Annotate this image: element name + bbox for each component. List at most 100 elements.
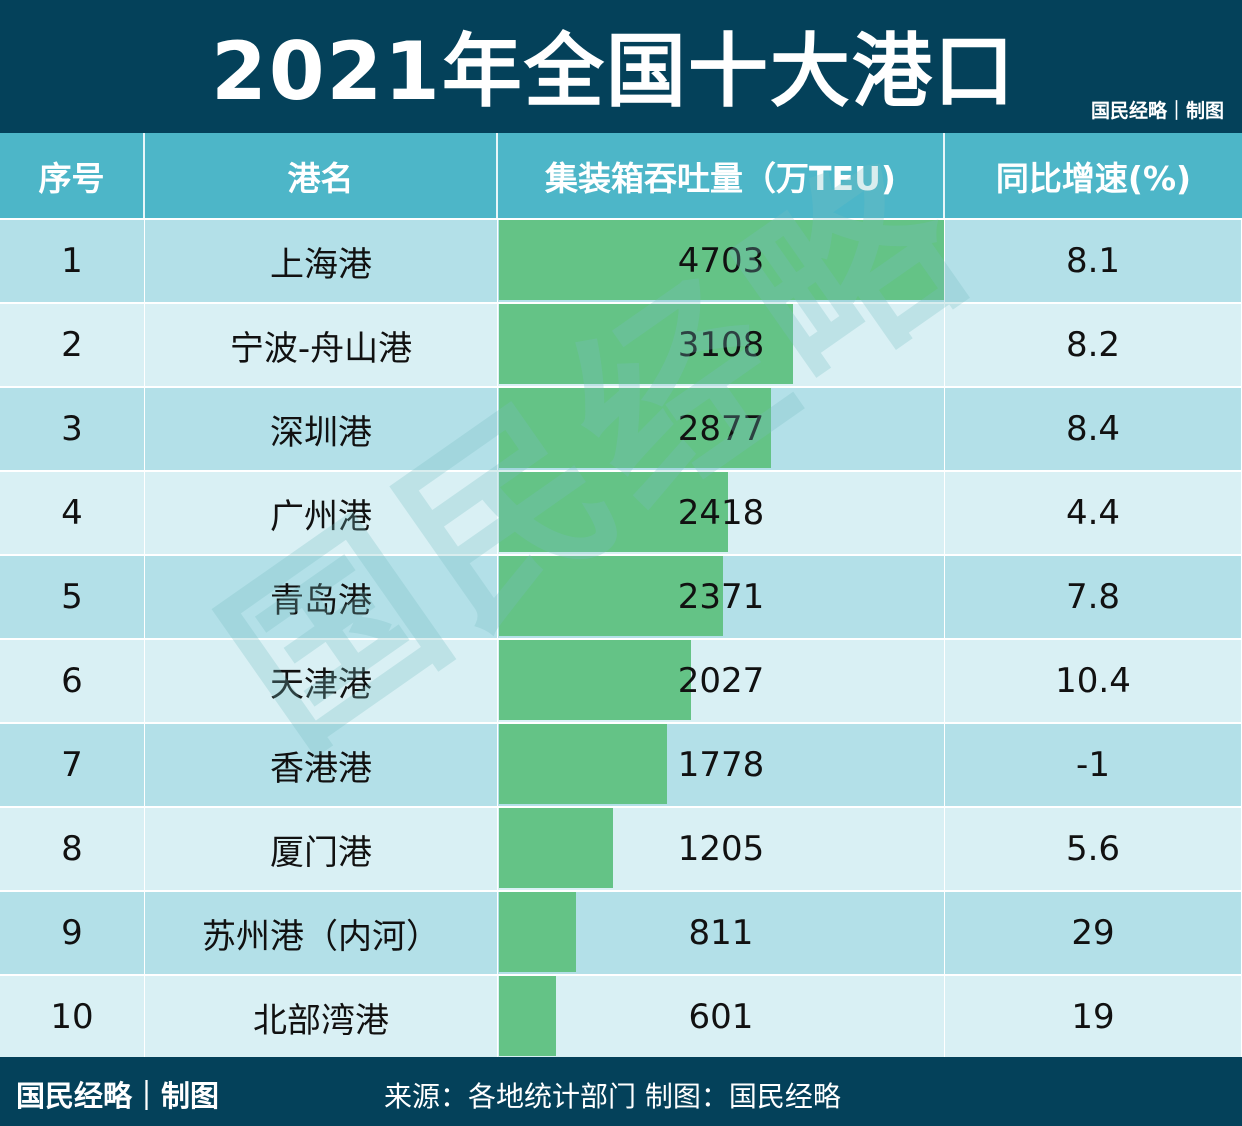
throughput-cell: 1778 — [498, 724, 945, 806]
throughput-value: 1778 — [677, 745, 765, 785]
port-cell: 香港港 — [145, 724, 498, 806]
throughput-value: 811 — [688, 913, 754, 953]
growth-cell: 19 — [945, 976, 1242, 1058]
growth-cell: -1 — [945, 724, 1242, 806]
throughput-value: 601 — [688, 997, 754, 1037]
growth-cell: 8.2 — [945, 304, 1242, 386]
throughput-cell: 2027 — [498, 640, 945, 722]
rank: 10 — [50, 997, 94, 1037]
growth-cell: 29 — [945, 892, 1242, 974]
throughput-cell: 2418 — [498, 472, 945, 554]
credit-top: 国民经略｜制图 — [1090, 100, 1224, 122]
port-name: 青岛港 — [270, 580, 372, 621]
title-bar: 2021年全国十大港口 国民经略｜制图 — [0, 0, 1242, 133]
rank: 4 — [61, 493, 83, 533]
throughput-bar — [499, 724, 668, 804]
table-row: 4 广州港 2418 4.4 — [0, 470, 1242, 554]
header-growth: 同比增速(%) — [995, 158, 1192, 198]
port-name: 天津港 — [270, 664, 372, 705]
rank: 6 — [61, 661, 83, 701]
throughput-bar — [499, 388, 772, 468]
rank-cell: 2 — [0, 304, 145, 386]
throughput-cell: 2877 — [498, 388, 945, 470]
rank-cell: 10 — [0, 976, 145, 1058]
page-title: 2021年全国十大港口 — [211, 25, 1016, 118]
throughput-cell: 2371 — [498, 556, 945, 638]
port-cell: 北部湾港 — [145, 976, 498, 1058]
rank: 5 — [61, 577, 83, 617]
growth-cell: 8.4 — [945, 388, 1242, 470]
rank: 9 — [61, 913, 83, 953]
throughput-value: 1205 — [677, 829, 765, 869]
throughput-bar — [499, 640, 691, 720]
table-row: 1 上海港 4703 8.1 — [0, 218, 1242, 302]
port-cell: 天津港 — [145, 640, 498, 722]
growth-value: 7.8 — [1065, 577, 1121, 617]
throughput-bar — [499, 976, 556, 1056]
port-name: 北部湾港 — [253, 1000, 389, 1041]
throughput-value: 2027 — [677, 661, 765, 701]
port-name: 厦门港 — [270, 832, 372, 873]
port-cell: 广州港 — [145, 472, 498, 554]
throughput-bar — [499, 556, 724, 636]
growth-cell: 8.1 — [945, 220, 1242, 302]
rank-cell: 9 — [0, 892, 145, 974]
port-cell: 宁波-舟山港 — [145, 304, 498, 386]
throughput-bar — [499, 304, 794, 384]
port-cell: 苏州港（内河） — [145, 892, 498, 974]
footer: 国民经略｜制图 来源：各地统计部门 制图：国民经略 — [0, 1057, 1242, 1126]
growth-value: 10.4 — [1055, 661, 1131, 701]
rank: 8 — [61, 829, 83, 869]
throughput-cell: 601 — [498, 976, 945, 1058]
rank: 1 — [61, 241, 83, 281]
growth-value: 19 — [1071, 997, 1115, 1037]
footer-credit: 国民经略｜制图 — [16, 1079, 220, 1113]
port-name: 苏州港（内河） — [202, 916, 440, 957]
port-name: 宁波-舟山港 — [229, 328, 413, 369]
throughput-cell: 3108 — [498, 304, 945, 386]
port-cell: 上海港 — [145, 220, 498, 302]
throughput-bar — [499, 472, 728, 552]
table-row: 10 北部湾港 601 19 — [0, 974, 1242, 1058]
throughput-value: 3108 — [677, 325, 765, 365]
throughput-value: 2371 — [677, 577, 765, 617]
throughput-cell: 4703 — [498, 220, 945, 302]
throughput-value: 2418 — [677, 493, 765, 533]
port-name: 香港港 — [270, 748, 372, 789]
rank: 2 — [61, 325, 83, 365]
table-row: 8 厦门港 1205 5.6 — [0, 806, 1242, 890]
table-row: 9 苏州港（内河） 811 29 — [0, 890, 1242, 974]
growth-value: -1 — [1076, 745, 1110, 785]
table-row: 3 深圳港 2877 8.4 — [0, 386, 1242, 470]
growth-cell: 5.6 — [945, 808, 1242, 890]
growth-cell: 4.4 — [945, 472, 1242, 554]
port-name: 深圳港 — [270, 412, 372, 453]
rank-cell: 6 — [0, 640, 145, 722]
port-cell: 厦门港 — [145, 808, 498, 890]
source-note: 来源：各地统计部门 制图：国民经略 — [384, 1080, 841, 1113]
throughput-value: 4703 — [677, 241, 765, 281]
throughput-cell: 1205 — [498, 808, 945, 890]
port-name: 上海港 — [270, 244, 372, 285]
rank-cell: 3 — [0, 388, 145, 470]
table-row: 6 天津港 2027 10.4 — [0, 638, 1242, 722]
header-throughput: 集装箱吞吐量（万TEU) — [498, 133, 945, 218]
rank-cell: 4 — [0, 472, 145, 554]
growth-cell: 10.4 — [945, 640, 1242, 722]
table-row: 2 宁波-舟山港 3108 8.2 — [0, 302, 1242, 386]
growth-value: 4.4 — [1065, 493, 1121, 533]
throughput-cell: 811 — [498, 892, 945, 974]
table-body: 1 上海港 4703 8.1 2 宁波-舟山港 3108 8.2 3 深圳港 2877 8.4 4 广州港… — [0, 218, 1242, 1058]
header-port: 港名 — [145, 133, 498, 218]
port-name: 广州港 — [270, 496, 372, 537]
growth-value: 29 — [1071, 913, 1115, 953]
rank-cell: 5 — [0, 556, 145, 638]
rank-cell: 1 — [0, 220, 145, 302]
table-header: 序号 港名 集装箱吞吐量（万TEU) 同比增速(%) — [0, 133, 1242, 218]
header-rank: 序号 — [0, 133, 145, 218]
rank-cell: 7 — [0, 724, 145, 806]
rank-cell: 8 — [0, 808, 145, 890]
growth-value: 8.2 — [1065, 325, 1121, 365]
port-cell: 深圳港 — [145, 388, 498, 470]
throughput-bar — [499, 892, 576, 972]
